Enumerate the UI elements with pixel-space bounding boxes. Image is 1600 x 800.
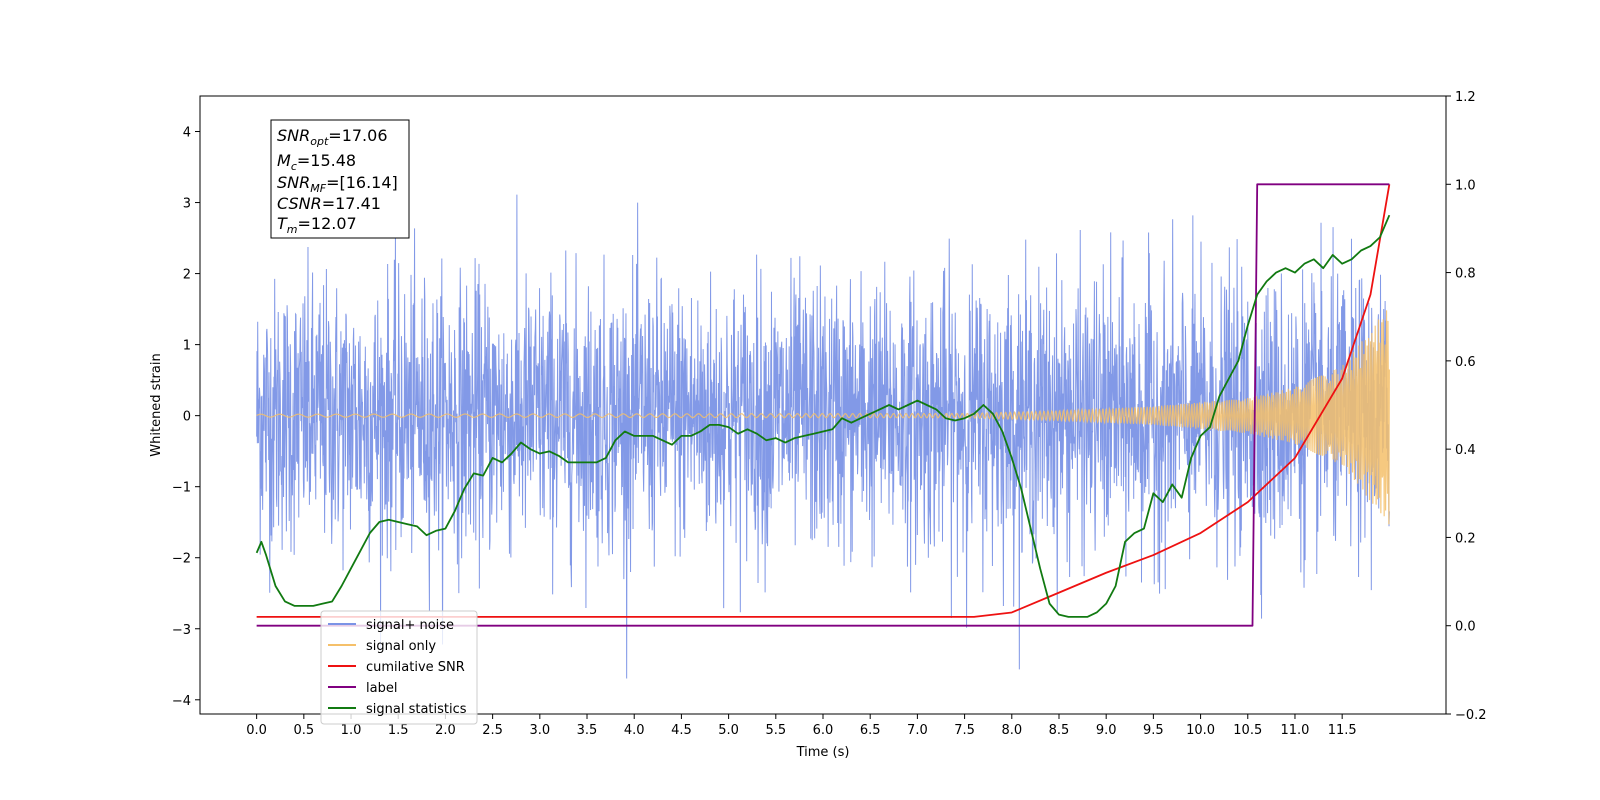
y-tick-label: 2 <box>183 268 191 283</box>
stats-snr-mf: SNRMF=[16.14] <box>277 173 398 195</box>
series-signal-only <box>256 310 1390 525</box>
y2-tick-label: 1.2 <box>1455 90 1476 105</box>
x-tick-label: 6.5 <box>860 723 881 738</box>
legend-label: signal+ noise <box>366 618 454 633</box>
y2-tick-label: 0.6 <box>1455 355 1476 370</box>
x-tick-label: 3.5 <box>577 723 598 738</box>
x-tick-label: 4.5 <box>671 723 692 738</box>
series-signal-plus-noise <box>256 194 1390 679</box>
legend-label: signal statistics <box>366 702 467 717</box>
x-tick-label: 10.0 <box>1186 723 1215 738</box>
x-tick-label: 10.5 <box>1233 723 1262 738</box>
legend-frame <box>320 610 478 725</box>
y2-tick-label: 0.0 <box>1455 620 1476 635</box>
y-tick-label: −1 <box>172 481 191 496</box>
x-tick-label: 4.0 <box>624 723 645 738</box>
stats-snr-opt: SNRopt=17.06 <box>277 126 388 148</box>
x-tick-label: 8.0 <box>1001 723 1022 738</box>
y2-tick-label: 1.0 <box>1455 178 1476 193</box>
y-tick-label: 4 <box>183 126 191 141</box>
x-tick-label: 11.0 <box>1280 723 1309 738</box>
x-tick-label: 1.0 <box>341 723 362 738</box>
legend-label: cumilative SNR <box>366 660 465 675</box>
y-axis-right: −0.2 0.0 0.2 0.4 0.6 0.8 1.0 1.2 <box>1446 90 1487 723</box>
x-tick-label: 7.0 <box>907 723 928 738</box>
series-layer <box>255 183 1391 679</box>
x-tick-label: 9.0 <box>1096 723 1117 738</box>
series-cumulative-snr <box>256 184 1391 618</box>
y-axis-label: Whitened strain <box>149 353 164 456</box>
x-tick-label: 1.5 <box>388 723 409 738</box>
x-tick-label: 8.5 <box>1049 723 1070 738</box>
x-axis: 0.0 0.5 1.0 1.5 2.0 2.5 3.0 3.5 4.0 4.5 5.0 5.5 6.0 6… <box>246 714 1357 738</box>
x-axis-label: Time (s) <box>796 745 850 760</box>
legend-label: signal only <box>366 639 436 654</box>
x-tick-label: 5.5 <box>765 723 786 738</box>
x-tick-label: 2.0 <box>435 723 456 738</box>
x-tick-label: 2.5 <box>482 723 503 738</box>
y-tick-label: 1 <box>183 339 191 354</box>
y2-tick-label: 0.8 <box>1455 267 1476 282</box>
stats-mc: Mc=15.48 <box>277 151 356 173</box>
y2-tick-label: 0.4 <box>1455 443 1476 458</box>
x-tick-label: 11.5 <box>1328 723 1357 738</box>
stats-tm: Tm=12.07 <box>277 214 357 236</box>
legend: signal+ noise signal only cumilative SNR la… <box>320 610 478 725</box>
y-tick-label: −4 <box>172 694 191 709</box>
stats-box: SNRopt=17.06 Mc=15.48 SNRMF=[16.14] CSNR… <box>270 119 410 239</box>
y2-tick-label: 0.2 <box>1455 531 1476 546</box>
x-tick-label: 0.5 <box>293 723 314 738</box>
legend-label: label <box>366 681 397 696</box>
y-axis-left: −4 −3 −2 −1 0 1 2 3 4 <box>172 126 200 709</box>
y2-tick-label: −0.2 <box>1455 708 1487 723</box>
y-tick-label: −3 <box>172 623 191 638</box>
x-tick-label: 9.5 <box>1143 723 1164 738</box>
x-tick-label: 3.0 <box>529 723 550 738</box>
stats-box-frame <box>270 119 410 239</box>
series-label <box>256 183 1390 627</box>
y-tick-label: 0 <box>183 410 191 425</box>
x-tick-label: 6.0 <box>813 723 834 738</box>
x-tick-label: 7.5 <box>954 723 975 738</box>
y-tick-label: 3 <box>183 197 191 212</box>
y-tick-label: −2 <box>172 552 191 567</box>
x-tick-label: 0.0 <box>246 723 267 738</box>
x-tick-label: 5.0 <box>718 723 739 738</box>
stats-csnr: CSNR=17.41 <box>277 194 381 213</box>
series-signal-statistics <box>255 214 1391 618</box>
